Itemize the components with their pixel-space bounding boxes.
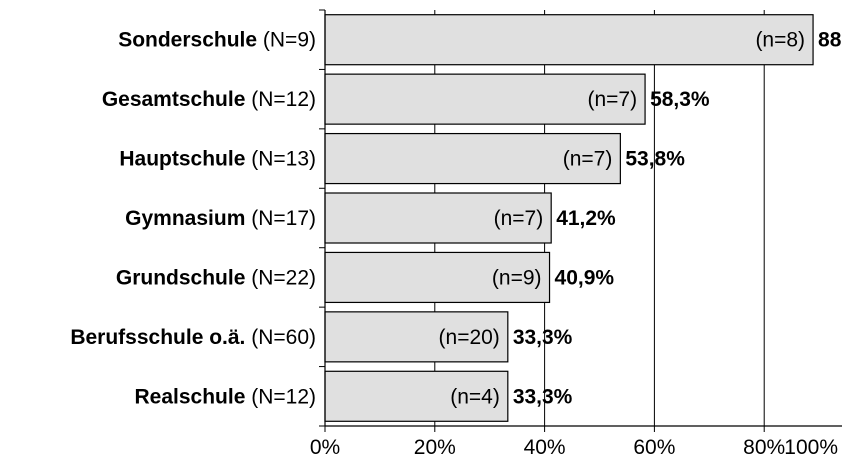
x-tick-label: 60% [633,436,675,459]
category-name: Realschule [135,385,246,408]
category-total: (N=22) [245,266,316,289]
axes [319,9,842,432]
category-total: (N=12) [245,88,316,111]
bar-count-label: (n=7) [563,148,613,171]
x-tick-label: 100% [784,436,838,459]
category-total: (N=13) [245,148,316,171]
x-tick-label: 40% [524,436,566,459]
category-name: Gymnasium [125,207,245,230]
labels: (n=8) 88,9% Sonderschule (N=9) (n=7) 58,3% Ge… [70,29,842,459]
bar-count-label: (n=20) [439,326,500,349]
category-name: Sonderschule [118,29,257,52]
category-total: (N=60) [245,326,316,349]
category-name: Berufsschule o.ä. [70,326,245,349]
category-label: Berufsschule o.ä. (N=60) [70,326,316,349]
bar-count-label: (n=9) [492,266,542,289]
bar-value-label: 41,2% [556,207,616,230]
bar-count-label: (n=7) [494,207,544,230]
bar-count-label: (n=7) [587,88,637,111]
bar-value-label: 88,9% [818,29,842,52]
category-name: Gesamtschule [102,88,246,111]
bar-value-label: 33,3% [513,385,573,408]
category-label: Grundschule (N=22) [116,266,316,289]
bar [324,132,621,185]
category-total: (N=17) [245,207,316,230]
bar-value-label: 40,9% [555,266,615,289]
category-name: Grundschule [116,266,246,289]
category-label: Gesamtschule (N=12) [102,88,316,111]
category-label: Hauptschule (N=13) [119,148,316,171]
category-label: Realschule (N=12) [135,385,317,408]
x-tick-label: 20% [414,436,456,459]
bars [324,14,814,422]
category-label: Sonderschule (N=9) [118,29,316,52]
bar-value-label: 53,8% [625,148,685,171]
bar-value-label: 58,3% [650,88,710,111]
bar [324,370,509,422]
x-tick-label: 80% [743,436,785,459]
bar-count-label: (n=4) [450,385,500,408]
category-total: (N=12) [245,385,316,408]
bar-count-label: (n=8) [755,29,805,52]
bar-value-label: 33,3% [513,326,573,349]
x-tick-label: 0% [310,436,340,459]
category-name: Hauptschule [119,148,245,171]
category-total: (N=9) [257,29,316,52]
bar [324,14,814,66]
bar [324,73,646,125]
category-label: Gymnasium (N=17) [125,207,316,230]
